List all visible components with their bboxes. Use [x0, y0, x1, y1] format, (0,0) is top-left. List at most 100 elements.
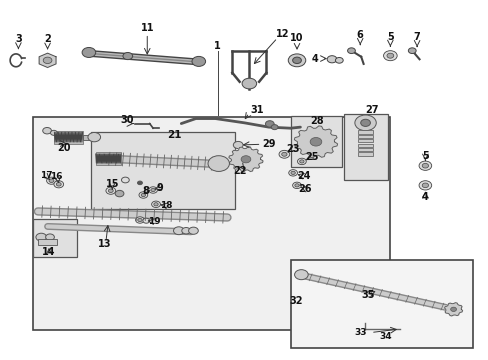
Text: 9: 9	[156, 183, 163, 193]
Circle shape	[182, 228, 190, 234]
Text: 21: 21	[166, 130, 181, 140]
Circle shape	[292, 182, 301, 189]
Text: 2: 2	[44, 34, 51, 44]
Circle shape	[88, 132, 101, 142]
Circle shape	[188, 227, 198, 234]
Circle shape	[360, 119, 370, 126]
Circle shape	[121, 177, 129, 183]
Text: 17: 17	[40, 171, 52, 180]
Text: 3: 3	[15, 34, 22, 44]
Bar	[357, 153, 372, 156]
Circle shape	[141, 193, 145, 197]
Circle shape	[46, 177, 56, 184]
Text: 10: 10	[290, 33, 303, 43]
Circle shape	[42, 127, 51, 134]
Circle shape	[115, 190, 123, 197]
Circle shape	[36, 233, 46, 241]
Text: 30: 30	[120, 115, 133, 125]
Text: 5: 5	[386, 32, 393, 42]
Circle shape	[192, 57, 205, 66]
Bar	[344, 114, 387, 180]
Circle shape	[56, 183, 61, 186]
Circle shape	[154, 203, 158, 206]
Circle shape	[271, 125, 278, 130]
Bar	[357, 144, 372, 147]
Text: 5: 5	[421, 151, 428, 161]
Circle shape	[108, 189, 113, 193]
Circle shape	[450, 307, 456, 311]
Circle shape	[281, 152, 286, 156]
Text: 31: 31	[249, 105, 263, 115]
Bar	[290, 116, 341, 167]
Circle shape	[354, 115, 375, 131]
Bar	[54, 131, 82, 144]
Circle shape	[418, 161, 431, 170]
Circle shape	[139, 192, 147, 198]
Circle shape	[407, 48, 415, 54]
Circle shape	[294, 270, 307, 280]
Circle shape	[173, 227, 184, 235]
Text: 19: 19	[148, 217, 161, 226]
Circle shape	[288, 170, 297, 176]
Bar	[91, 132, 234, 208]
Circle shape	[151, 188, 155, 192]
Polygon shape	[444, 303, 462, 316]
Circle shape	[135, 217, 144, 223]
Text: 34: 34	[378, 332, 391, 341]
Circle shape	[106, 187, 116, 194]
Circle shape	[326, 56, 336, 63]
Text: 8: 8	[142, 186, 149, 196]
Circle shape	[265, 121, 274, 127]
Text: 14: 14	[42, 247, 56, 257]
Polygon shape	[228, 147, 263, 172]
Polygon shape	[294, 126, 337, 158]
Text: 1: 1	[214, 41, 221, 51]
Text: 7: 7	[413, 32, 420, 42]
Circle shape	[335, 58, 343, 63]
Bar	[357, 135, 372, 138]
Text: 20: 20	[57, 143, 70, 153]
Bar	[96, 153, 121, 165]
Circle shape	[151, 201, 160, 207]
Text: 27: 27	[365, 105, 378, 115]
Bar	[290, 260, 472, 348]
Bar	[33, 219, 77, 257]
Text: 18: 18	[160, 201, 173, 210]
Circle shape	[386, 53, 393, 58]
Text: 4: 4	[421, 192, 428, 202]
Bar	[33, 117, 389, 330]
Text: 29: 29	[262, 139, 275, 149]
Circle shape	[421, 163, 427, 168]
Text: 13: 13	[98, 239, 111, 249]
Text: 6: 6	[356, 30, 363, 40]
Circle shape	[137, 181, 142, 185]
Text: 16: 16	[49, 172, 62, 181]
Text: 32: 32	[289, 296, 303, 306]
Circle shape	[290, 171, 295, 175]
Circle shape	[242, 78, 256, 89]
Circle shape	[383, 51, 396, 61]
Circle shape	[148, 187, 157, 193]
Circle shape	[54, 181, 63, 188]
Text: 22: 22	[232, 166, 246, 176]
Circle shape	[233, 141, 243, 149]
Polygon shape	[39, 53, 56, 67]
Text: 11: 11	[140, 23, 154, 33]
Circle shape	[50, 130, 57, 135]
Text: 28: 28	[309, 116, 323, 126]
Bar	[357, 139, 372, 143]
Circle shape	[241, 156, 250, 163]
Text: 4: 4	[311, 54, 318, 64]
Circle shape	[299, 160, 304, 163]
Circle shape	[309, 138, 321, 146]
Circle shape	[421, 183, 427, 188]
Circle shape	[418, 181, 431, 190]
Circle shape	[49, 179, 54, 183]
Bar	[83, 135, 94, 140]
Circle shape	[294, 184, 299, 187]
Text: 33: 33	[353, 328, 366, 337]
Circle shape	[207, 156, 229, 171]
Circle shape	[82, 48, 96, 58]
Text: 35: 35	[361, 290, 374, 300]
Circle shape	[138, 219, 142, 222]
